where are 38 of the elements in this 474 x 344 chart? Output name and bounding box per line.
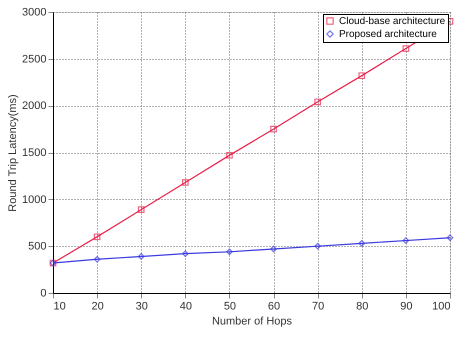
y-tick-label: 0 xyxy=(40,288,46,300)
y-tick-label: 2500 xyxy=(22,53,46,66)
x-tick-label: 80 xyxy=(356,300,368,312)
x-tick-label: 70 xyxy=(312,300,324,312)
point xyxy=(402,237,410,244)
point xyxy=(314,98,322,106)
point xyxy=(94,256,100,263)
legend-label: Proposed architecture xyxy=(339,29,438,40)
y-tick-label: 1000 xyxy=(22,194,46,206)
point xyxy=(270,126,277,132)
x-tick-label: 50 xyxy=(224,300,236,312)
x-axis-title: Number of Hops xyxy=(212,316,293,328)
x-tick-label: 40 xyxy=(180,300,192,312)
point xyxy=(446,234,454,242)
point xyxy=(270,246,277,252)
point xyxy=(226,152,233,159)
point xyxy=(358,240,366,247)
y-tick-label: 2000 xyxy=(22,100,46,112)
point xyxy=(138,206,145,213)
x-tick-label: 10 xyxy=(54,300,66,312)
y-tick-label: 3000 xyxy=(22,6,46,18)
point xyxy=(94,233,100,240)
x-tick-label: 20 xyxy=(91,300,104,312)
x-tick-label: 30 xyxy=(136,300,148,312)
x-tick-label: 90 xyxy=(400,300,413,312)
point xyxy=(182,179,189,186)
y-tick-label: 1500 xyxy=(22,147,46,159)
point xyxy=(314,242,322,250)
x-tick-label: 60 xyxy=(268,300,280,312)
legend-label: Cloud-base architecture xyxy=(339,16,446,27)
point xyxy=(182,250,189,257)
point xyxy=(138,253,145,260)
y-axis-title: Round Trip Latency(ms) xyxy=(7,94,20,212)
point xyxy=(402,45,410,52)
point xyxy=(226,248,233,256)
point xyxy=(358,72,366,80)
x-tick-label: 100 xyxy=(432,300,450,312)
y-tick-label: 500 xyxy=(28,240,46,253)
